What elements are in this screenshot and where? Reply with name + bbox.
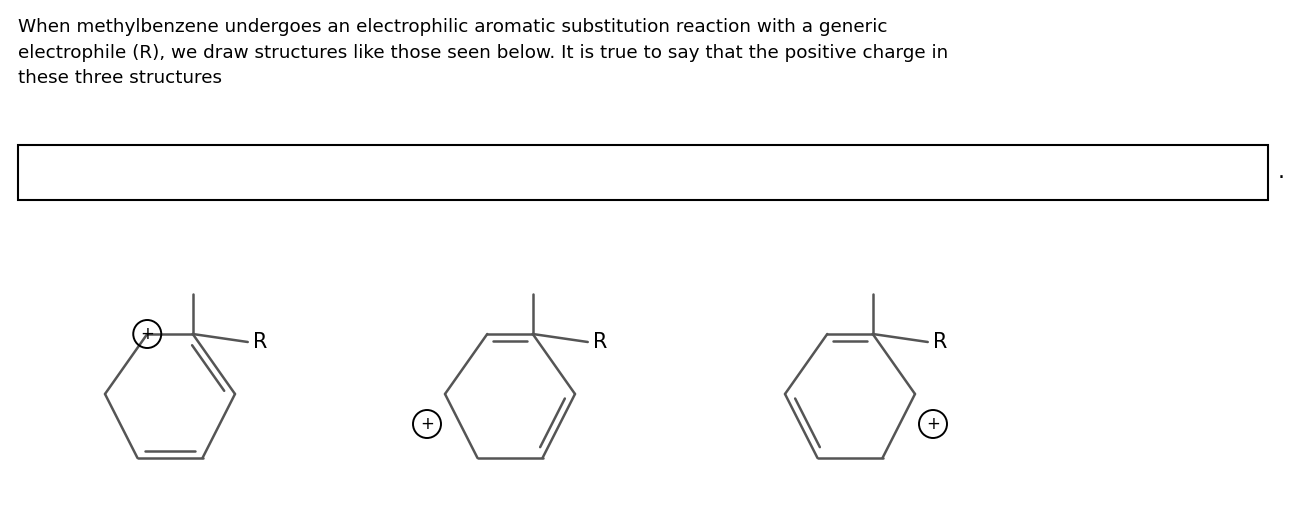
Text: +: + [420, 415, 434, 433]
Text: +: + [141, 325, 154, 343]
Text: R: R [593, 332, 607, 352]
Text: .: . [1279, 162, 1285, 182]
Text: +: + [926, 415, 940, 433]
Bar [18, 145, 1268, 200]
Text: R: R [933, 332, 947, 352]
Text: R: R [252, 332, 267, 352]
Text: When methylbenzene undergoes an electrophilic aromatic substitution reaction wit: When methylbenzene undergoes an electrop… [18, 18, 949, 87]
